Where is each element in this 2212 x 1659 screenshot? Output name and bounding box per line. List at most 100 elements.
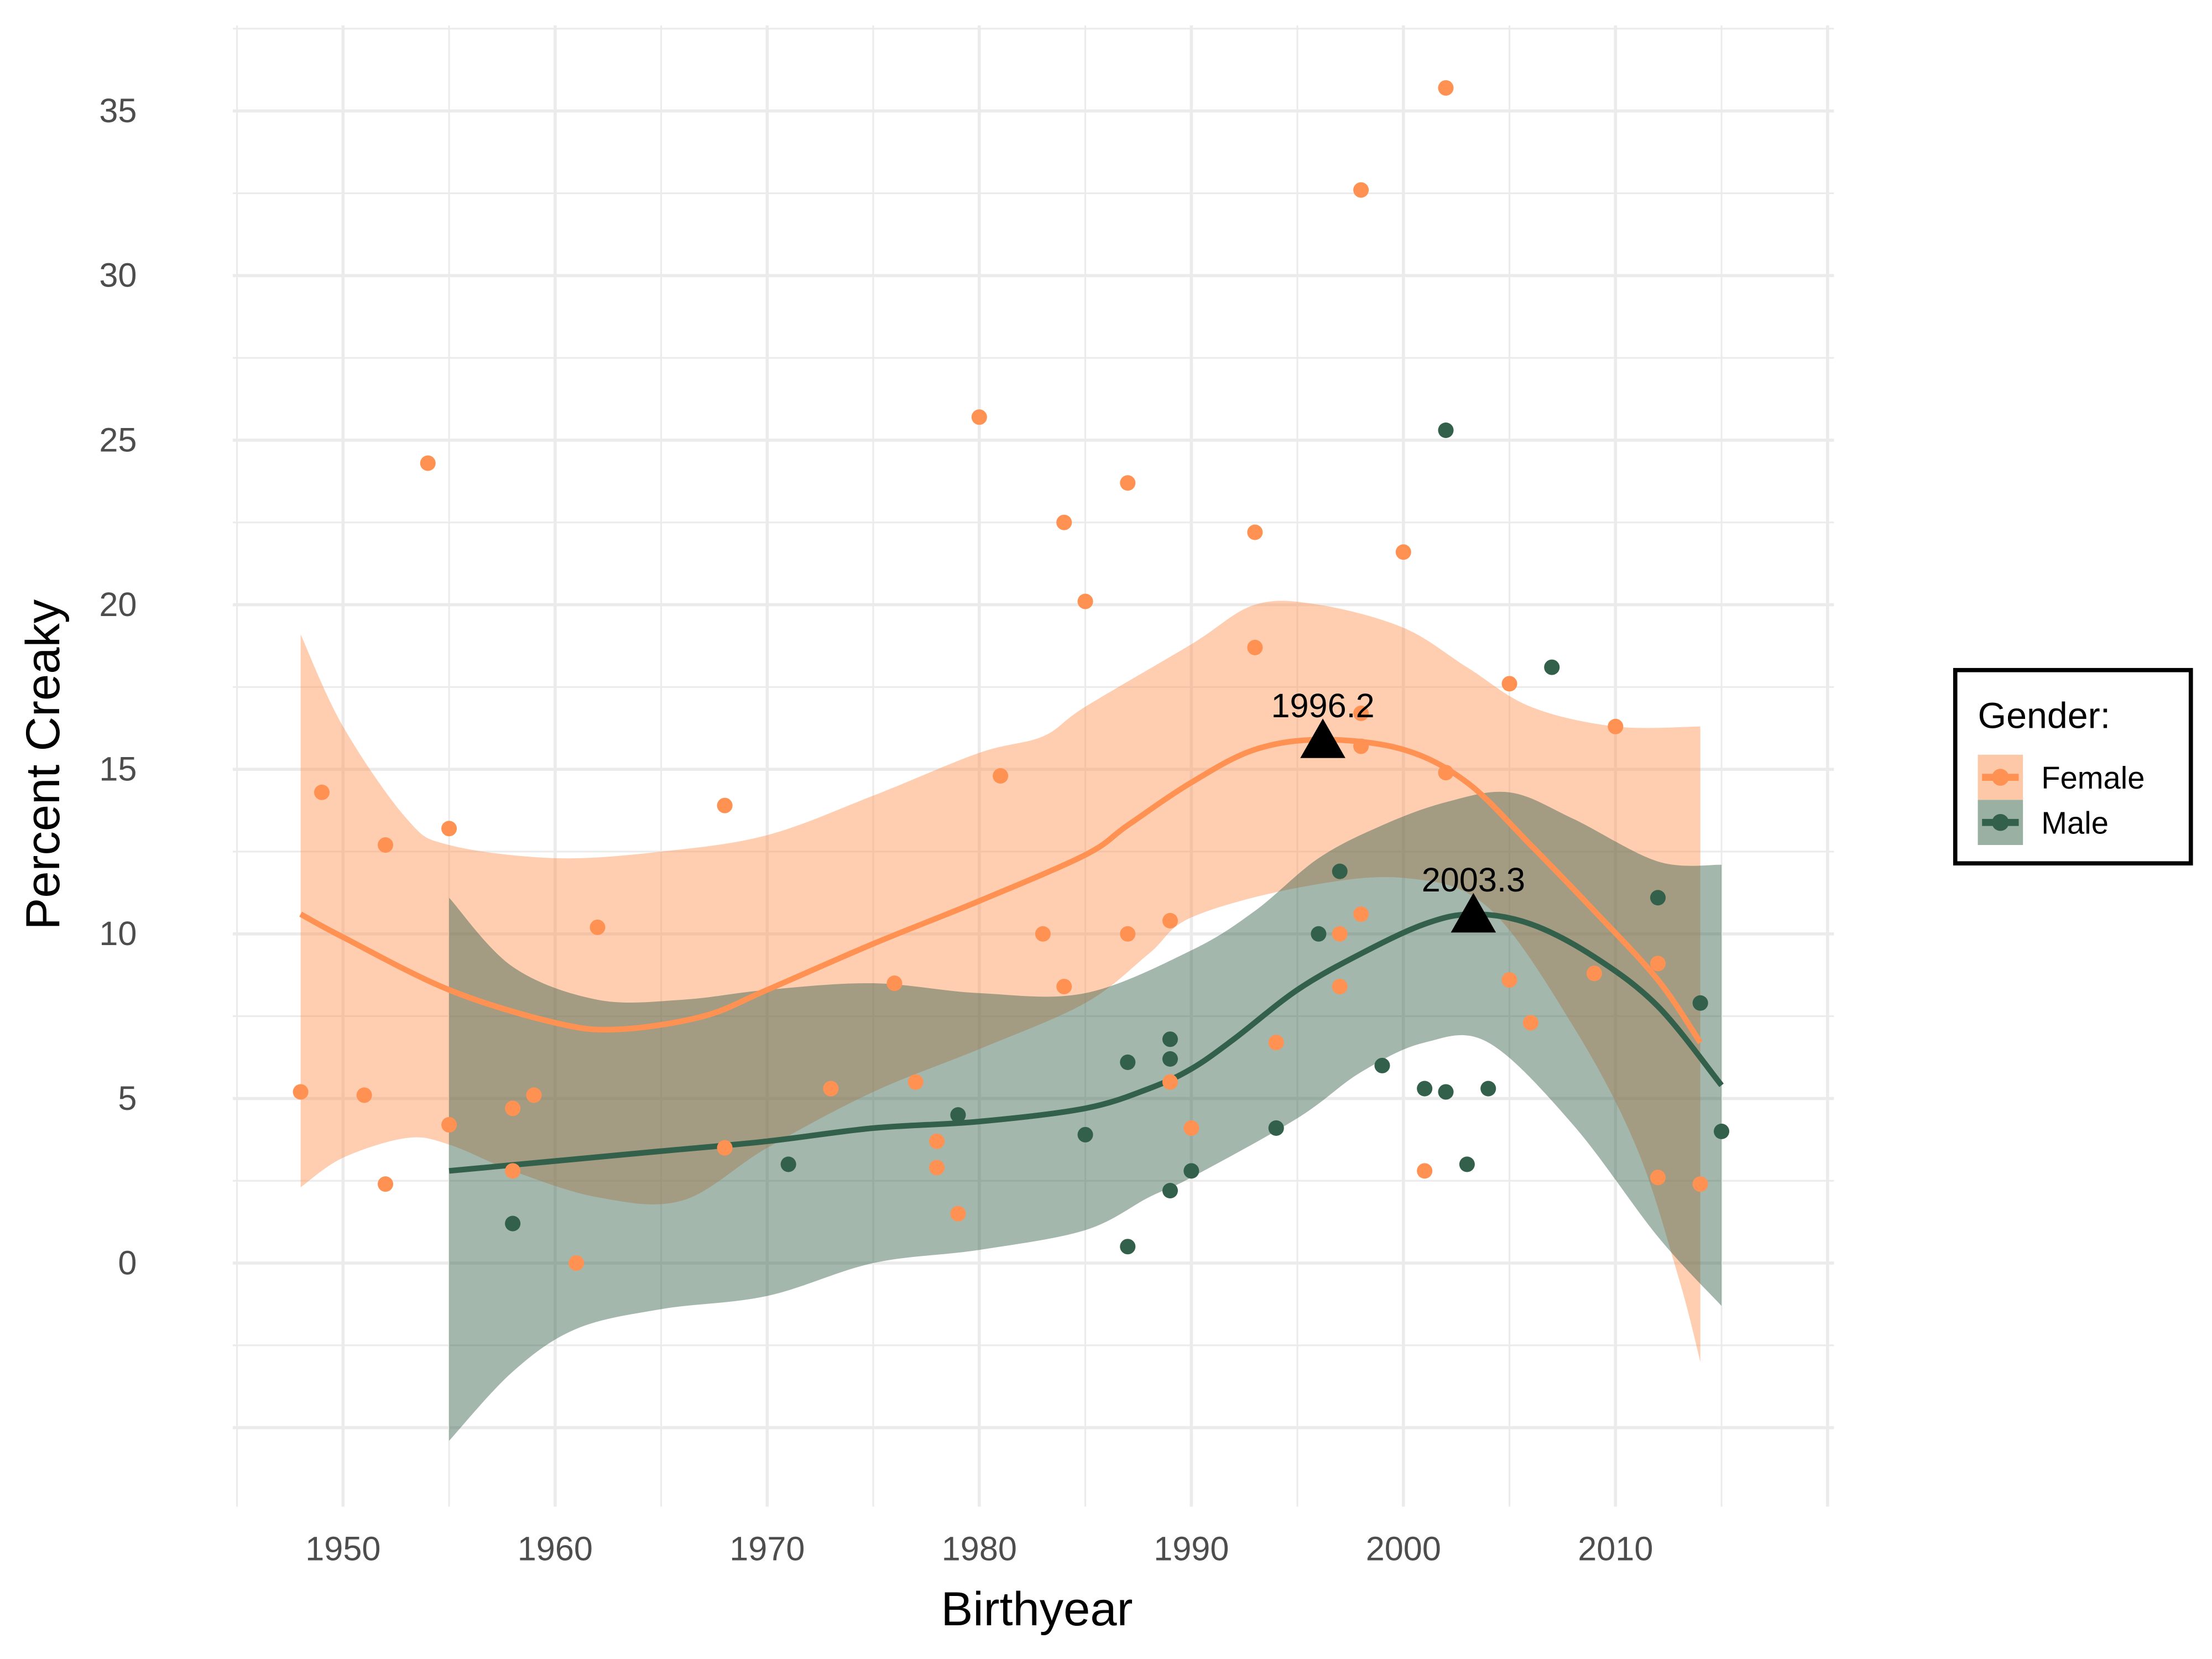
male-point bbox=[1162, 1183, 1178, 1199]
male-point bbox=[1162, 1051, 1178, 1067]
y-tick-label: 25 bbox=[99, 421, 137, 458]
male-point bbox=[1459, 1156, 1475, 1172]
male-point bbox=[1162, 1031, 1178, 1047]
female-point bbox=[717, 1140, 733, 1156]
male-point bbox=[1417, 1081, 1433, 1097]
female-point bbox=[1120, 926, 1136, 942]
female-point bbox=[717, 797, 733, 813]
female-point bbox=[505, 1100, 521, 1117]
female-point bbox=[1650, 956, 1666, 972]
x-axis-ticks: 1950 1960 1970 1980 1990 2000 2010 bbox=[305, 1530, 1653, 1567]
legend-title: Gender: bbox=[1978, 695, 2111, 736]
male-point bbox=[1544, 659, 1560, 675]
x-tick-label: 1970 bbox=[729, 1530, 805, 1567]
male-point bbox=[1332, 863, 1348, 879]
male-point bbox=[1374, 1057, 1390, 1073]
male-point bbox=[505, 1215, 521, 1232]
female-point bbox=[1501, 676, 1517, 692]
female-point bbox=[993, 768, 1009, 784]
female-point bbox=[1332, 926, 1348, 942]
female-point bbox=[950, 1206, 966, 1222]
y-axis-title: Percent Creaky bbox=[16, 599, 70, 930]
female-point bbox=[823, 1081, 839, 1097]
male-point bbox=[1650, 890, 1666, 906]
female-point bbox=[1268, 1035, 1284, 1051]
female-point bbox=[526, 1087, 542, 1103]
female-smooth-line bbox=[299, 737, 1703, 1045]
data-points bbox=[293, 80, 1730, 1271]
x-tick-label: 1960 bbox=[518, 1530, 593, 1567]
peak-markers: 1996.2 2003.3 bbox=[1271, 687, 1525, 933]
female-point bbox=[1438, 80, 1454, 96]
female-point bbox=[929, 1133, 945, 1149]
female-point bbox=[1438, 765, 1454, 781]
female-peak-label: 1996.2 bbox=[1271, 687, 1374, 724]
male-point bbox=[1120, 1239, 1136, 1255]
female-point bbox=[886, 975, 902, 992]
female-point bbox=[1501, 972, 1517, 988]
confidence-bands bbox=[300, 601, 1722, 1441]
y-axis-ticks: 0 5 10 15 20 25 30 35 bbox=[99, 92, 137, 1281]
female-point bbox=[505, 1163, 521, 1179]
female-point bbox=[1608, 718, 1624, 734]
female-point bbox=[1522, 1015, 1538, 1031]
legend-label-male: Male bbox=[2041, 806, 2109, 841]
male-point bbox=[780, 1156, 796, 1172]
female-point bbox=[1395, 544, 1411, 560]
female-point bbox=[1353, 182, 1369, 198]
legend-label-female: Female bbox=[2041, 760, 2145, 795]
female-point bbox=[1056, 514, 1072, 530]
female-point bbox=[929, 1160, 945, 1176]
x-axis-title: Birthyear bbox=[941, 1582, 1133, 1636]
female-point bbox=[1650, 1170, 1666, 1186]
female-point bbox=[314, 784, 330, 800]
male-peak-label: 2003.3 bbox=[1422, 861, 1525, 899]
female-point bbox=[1120, 475, 1136, 491]
male-point bbox=[950, 1107, 966, 1123]
female-point bbox=[1183, 1120, 1199, 1136]
female-point bbox=[441, 821, 457, 837]
y-tick-label: 35 bbox=[99, 92, 137, 129]
male-confidence-band bbox=[449, 791, 1722, 1441]
legend: Gender: Female Male bbox=[1953, 667, 2193, 866]
female-point bbox=[1162, 912, 1178, 928]
female-point bbox=[1353, 705, 1369, 721]
female-point bbox=[293, 1084, 309, 1100]
x-tick-label: 2000 bbox=[1366, 1530, 1441, 1567]
female-point bbox=[1417, 1163, 1433, 1179]
y-tick-label: 10 bbox=[99, 915, 137, 952]
female-point bbox=[441, 1117, 457, 1133]
y-tick-label: 5 bbox=[118, 1079, 137, 1117]
female-point bbox=[1077, 593, 1093, 609]
male-point bbox=[1714, 1123, 1730, 1139]
x-tick-label: 2010 bbox=[1578, 1530, 1653, 1567]
male-point bbox=[1692, 995, 1708, 1011]
y-tick-label: 0 bbox=[118, 1244, 137, 1281]
female-point bbox=[971, 409, 987, 425]
female-point bbox=[378, 1176, 394, 1192]
female-point bbox=[356, 1087, 372, 1103]
legend-key-female-dot bbox=[1992, 769, 2009, 786]
male-point bbox=[1077, 1126, 1093, 1142]
y-tick-label: 20 bbox=[99, 586, 137, 623]
grid bbox=[232, 25, 1834, 1507]
male-point bbox=[1311, 926, 1327, 942]
legend-key-male-dot bbox=[1992, 813, 2009, 831]
female-confidence-band bbox=[300, 601, 1700, 1362]
female-point bbox=[1353, 906, 1369, 922]
male-point bbox=[1480, 1081, 1496, 1097]
male-peak-triangle-icon bbox=[1451, 893, 1496, 933]
female-point bbox=[1332, 978, 1348, 995]
female-point bbox=[1162, 1074, 1178, 1090]
male-point bbox=[1438, 422, 1454, 439]
female-point bbox=[378, 837, 394, 853]
male-point bbox=[1268, 1120, 1284, 1136]
female-point bbox=[1247, 524, 1263, 540]
female-point bbox=[1035, 926, 1051, 942]
female-point bbox=[1247, 639, 1263, 655]
female-point bbox=[1056, 978, 1072, 995]
female-point bbox=[420, 455, 436, 471]
male-point bbox=[1120, 1054, 1136, 1070]
y-tick-label: 30 bbox=[99, 257, 137, 294]
